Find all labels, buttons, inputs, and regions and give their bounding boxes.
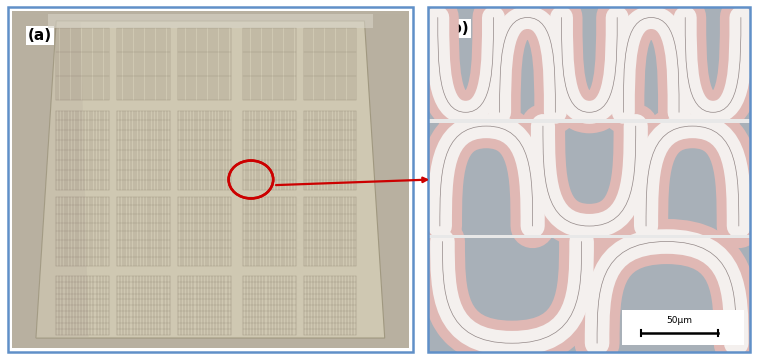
Text: (b): (b) [444, 21, 469, 36]
Text: (a): (a) [28, 28, 52, 43]
Bar [428, 235, 750, 238]
Polygon shape [36, 21, 385, 338]
Polygon shape [36, 21, 89, 338]
Bar [428, 119, 750, 123]
Text: 50μm: 50μm [666, 316, 693, 325]
FancyArrowPatch shape [276, 178, 427, 185]
Bar [622, 311, 744, 345]
Bar [49, 14, 373, 28]
